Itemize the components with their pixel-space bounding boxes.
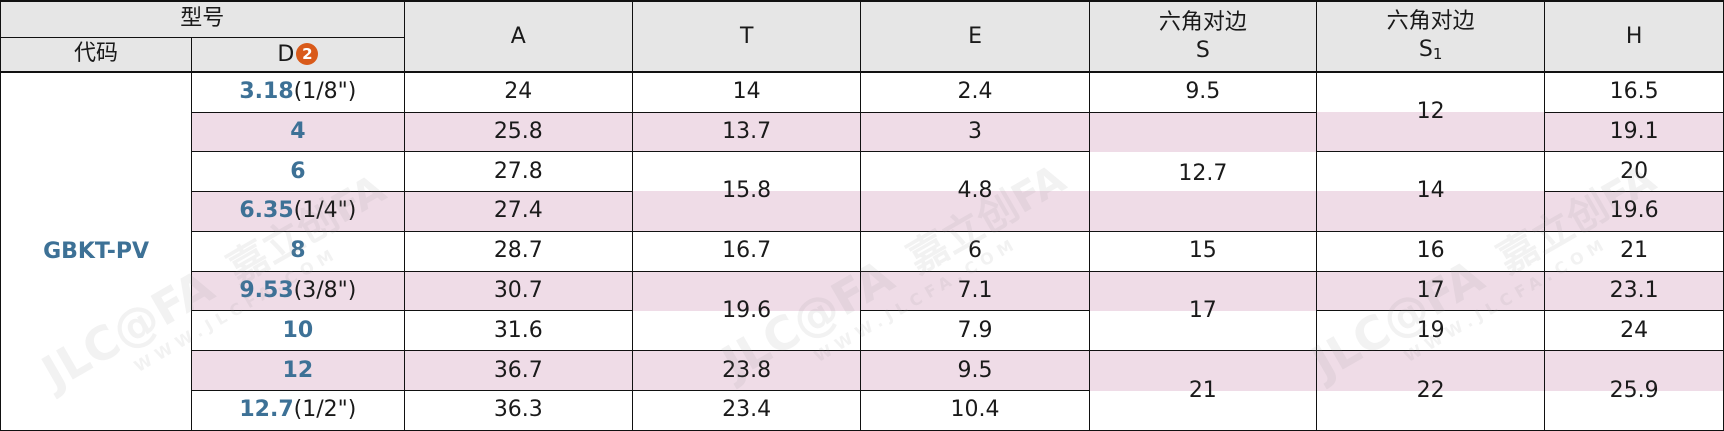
header-code: 代码: [0, 37, 193, 73]
d-cell: 3.18(1/8"): [191, 72, 405, 113]
d-cell: 9.53(3/8"): [191, 271, 405, 312]
e-cell: 3: [860, 112, 1090, 153]
table-row: 12.7(1/2") 36.3 23.4 10.4: [1, 390, 1724, 431]
t-cell: 15.8: [631, 151, 862, 232]
h-cell: 16.5: [1544, 72, 1724, 113]
s1-cell: 14: [1315, 151, 1546, 232]
header-s-line2: S: [1195, 37, 1210, 63]
s1-cell: 17: [1315, 271, 1546, 312]
d-cell: 8: [191, 231, 405, 272]
table-row: 6 27.8 15.8 4.8 12.7 14 20: [1, 151, 1724, 232]
e-cell: 7.1: [860, 271, 1090, 312]
s-cell: 15: [1088, 231, 1317, 272]
e-cell: 7.9: [860, 310, 1090, 352]
table-row: GBKT-PV 3.18(1/8") 24 14 2.4 9.5 12 16.5: [0, 72, 1724, 431]
e-cell: 6: [860, 231, 1090, 272]
s1-cell: 12: [1315, 72, 1546, 153]
a-cell: 28.7: [403, 231, 633, 272]
a-cell: 24: [403, 72, 633, 113]
s1-cell: 19: [1315, 310, 1546, 352]
s-cell: 21: [1088, 350, 1317, 431]
e-cell: 9.5: [860, 350, 1090, 391]
a-cell: 25.8: [403, 112, 633, 153]
header-s1: 六角对边 S1: [1315, 0, 1546, 73]
header-s1-line1: 六角对边: [1386, 9, 1475, 34]
d-cell: 6.35(1/4"): [191, 191, 405, 232]
header-d-label: D: [277, 41, 295, 67]
a-cell: 30.7: [403, 271, 633, 312]
header-s1-subscript: 1: [1432, 45, 1443, 63]
t-cell: 16.7: [631, 231, 862, 272]
h-cell: 24: [1544, 310, 1724, 352]
d-note-badge: 2: [296, 42, 319, 65]
table-row: 9.53(3/8") 30.7 19.6 7.1 17 17 23.1: [0, 271, 1724, 352]
s-cell-empty: [1088, 112, 1317, 152]
a-cell: 27.8: [403, 151, 633, 193]
d-cell: 12: [191, 350, 405, 391]
e-cell: 10.4: [860, 390, 1090, 431]
a-cell: 36.3: [403, 390, 633, 431]
h-cell: 25.9: [1544, 350, 1724, 431]
a-cell: 31.6: [403, 310, 633, 352]
h-cell: 21: [1544, 231, 1724, 272]
a-cell: 27.4: [403, 191, 633, 232]
s-cell: 17: [1088, 271, 1317, 352]
header-s1-line2: S1: [1317, 39, 1544, 62]
t-cell: 19.6: [631, 271, 862, 352]
header-s: 六角对边 S: [1088, 0, 1317, 73]
d-cell: 6: [191, 151, 405, 193]
d-cell: 4: [191, 112, 405, 153]
header-s-line1: 六角对边: [1158, 9, 1247, 35]
header-model: 型号: [0, 0, 405, 38]
s1-cell: 16: [1315, 231, 1546, 272]
header-a: A: [403, 0, 633, 73]
h-cell: 23.1: [1544, 271, 1724, 312]
header-e: E: [860, 0, 1090, 73]
table-row: 8 28.7 16.7 6 15 16 21: [1, 231, 1724, 272]
t-cell: 13.7: [631, 112, 862, 153]
t-cell: 14: [631, 72, 862, 113]
e-cell: 2.4: [860, 72, 1090, 113]
d-cell: 10: [191, 310, 405, 352]
header-h: H: [1544, 0, 1724, 73]
t-cell: 23.8: [631, 350, 862, 391]
h-cell: 19.1: [1544, 112, 1724, 153]
t-cell: 23.4: [631, 390, 862, 431]
h-cell: 20: [1544, 151, 1724, 193]
table-row: 10 31.6 7.9 19 24: [1, 310, 1724, 352]
code-cell: GBKT-PV: [0, 72, 193, 431]
header-s1-letter: S: [1418, 37, 1433, 62]
s-cell: 9.5: [1088, 72, 1317, 113]
s-cell: 12.7: [1088, 151, 1317, 232]
h-cell: 19.6: [1544, 191, 1724, 232]
s1-cell: 22: [1315, 350, 1546, 431]
a-cell: 36.7: [403, 350, 633, 391]
table-row: 12 36.7 23.8 9.5 21 22 25.9: [0, 350, 1724, 431]
d-cell: 12.7(1/2"): [191, 390, 405, 431]
header-t: T: [631, 0, 862, 73]
e-cell: 4.8: [860, 151, 1090, 232]
